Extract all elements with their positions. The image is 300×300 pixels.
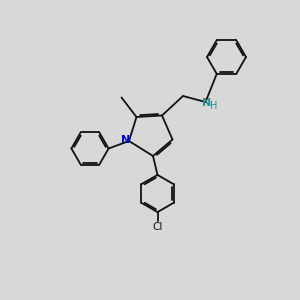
Text: Cl: Cl bbox=[152, 221, 163, 232]
Text: N: N bbox=[121, 135, 130, 146]
Text: H: H bbox=[210, 100, 218, 111]
Text: N: N bbox=[202, 98, 211, 109]
